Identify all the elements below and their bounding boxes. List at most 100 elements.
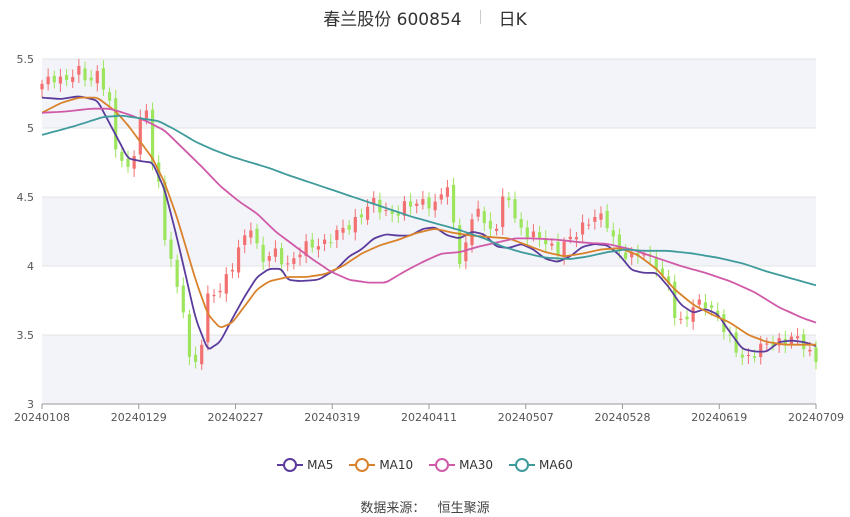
candle-body bbox=[175, 259, 179, 287]
chart-subtitle[interactable]: 日K bbox=[498, 9, 527, 30]
x-tick-label: 20240108 bbox=[14, 411, 70, 424]
candlestick bbox=[46, 68, 50, 91]
candle-body bbox=[236, 247, 241, 273]
candlestick bbox=[476, 200, 480, 222]
candlestick bbox=[415, 199, 419, 214]
candle-body bbox=[40, 83, 44, 90]
legend-item-ma10[interactable]: MA10 bbox=[349, 458, 413, 472]
x-axis: 20240108 20240129 20240227 20240319 20240411… bbox=[14, 404, 844, 424]
candlestick bbox=[580, 214, 585, 243]
candle-body bbox=[709, 305, 714, 308]
candlestick bbox=[187, 309, 192, 366]
legend-item-ma60[interactable]: MA60 bbox=[509, 458, 573, 472]
candle-body bbox=[531, 231, 536, 238]
candle-body bbox=[273, 248, 278, 257]
candle-body bbox=[255, 228, 259, 244]
candle-body bbox=[347, 225, 351, 230]
candlestick bbox=[494, 224, 499, 236]
candle-body bbox=[193, 354, 198, 362]
candle-body bbox=[458, 225, 462, 264]
source-label: 数据来源： bbox=[360, 501, 426, 516]
candlestick bbox=[304, 234, 308, 264]
candle-body bbox=[574, 237, 579, 240]
candle-body bbox=[562, 241, 566, 258]
candlestick bbox=[114, 89, 118, 158]
candle-body bbox=[261, 244, 265, 262]
candle-body bbox=[445, 187, 450, 197]
candle-body bbox=[556, 241, 560, 255]
candle-body bbox=[814, 347, 818, 363]
candle-body bbox=[52, 75, 56, 83]
candle-body bbox=[617, 234, 622, 251]
candlestick bbox=[347, 220, 351, 235]
candle-body bbox=[685, 316, 689, 320]
candle-body bbox=[501, 196, 505, 227]
y-tick-label: 3.5 bbox=[17, 329, 35, 342]
candlestick bbox=[421, 190, 425, 210]
candle-body bbox=[525, 227, 529, 238]
candlestick bbox=[759, 336, 763, 365]
candlestick bbox=[728, 326, 732, 343]
title-divider bbox=[479, 10, 481, 24]
candle-body bbox=[752, 356, 757, 358]
candlestick bbox=[501, 188, 505, 235]
candle-body bbox=[384, 210, 388, 212]
candlestick bbox=[329, 233, 333, 248]
moving-average-lines bbox=[41, 95, 817, 353]
candle-body bbox=[89, 77, 93, 81]
candle-body bbox=[64, 75, 69, 80]
candle-body bbox=[433, 201, 437, 211]
candlestick bbox=[224, 267, 228, 302]
candlestick bbox=[212, 288, 216, 303]
candle-body bbox=[46, 76, 50, 85]
candle-body bbox=[322, 239, 327, 244]
candlestick bbox=[316, 238, 321, 258]
candle-body bbox=[666, 276, 671, 284]
candle-body bbox=[114, 98, 118, 150]
legend-item-ma30[interactable]: MA30 bbox=[429, 458, 493, 472]
candle-body bbox=[353, 217, 357, 233]
y-tick-label: 4.5 bbox=[17, 191, 35, 204]
x-tick-label: 20240411 bbox=[401, 411, 457, 424]
candle-body bbox=[605, 210, 609, 229]
chart-header: 春兰股份 600854 日K bbox=[0, 4, 850, 30]
candlestick bbox=[544, 230, 548, 252]
candlestick bbox=[286, 255, 290, 272]
series-line-ma5 bbox=[41, 95, 817, 353]
candle-body bbox=[150, 109, 155, 163]
candle-body bbox=[537, 232, 542, 240]
x-tick-label: 20240129 bbox=[111, 411, 167, 424]
candle-body bbox=[132, 156, 136, 169]
candlestick bbox=[206, 285, 210, 351]
candle-body bbox=[734, 332, 738, 353]
candle-body bbox=[335, 229, 339, 241]
candle-body bbox=[169, 239, 173, 259]
candle-body bbox=[507, 197, 511, 201]
y-tick-label: 3 bbox=[27, 398, 34, 411]
candlestick bbox=[451, 177, 456, 230]
candlestick bbox=[341, 219, 345, 240]
candle-body bbox=[716, 310, 720, 317]
source-name: 恒生聚源 bbox=[437, 501, 490, 516]
legend-item-ma5[interactable]: MA5 bbox=[277, 458, 333, 472]
candle-body bbox=[396, 213, 400, 216]
candle-body bbox=[488, 220, 493, 229]
candlestick bbox=[390, 205, 394, 223]
candlestick bbox=[740, 347, 744, 366]
candle-body bbox=[218, 290, 222, 293]
grid-band bbox=[42, 59, 816, 128]
candlestick bbox=[126, 150, 130, 173]
candlestick bbox=[697, 294, 701, 310]
legend-label: MA60 bbox=[539, 458, 573, 472]
candle-body bbox=[728, 334, 732, 336]
y-axis: 3 3.5 4 4.5 5 5.5 bbox=[17, 53, 35, 411]
candle-body bbox=[71, 76, 75, 82]
series-line-ma10 bbox=[41, 96, 816, 346]
candle-body bbox=[212, 294, 216, 297]
candle-body bbox=[580, 222, 585, 235]
candle-body bbox=[808, 349, 812, 352]
candle-body bbox=[660, 268, 665, 276]
candlestick bbox=[101, 60, 106, 96]
candle-body bbox=[279, 248, 284, 265]
candlestick bbox=[408, 193, 413, 215]
